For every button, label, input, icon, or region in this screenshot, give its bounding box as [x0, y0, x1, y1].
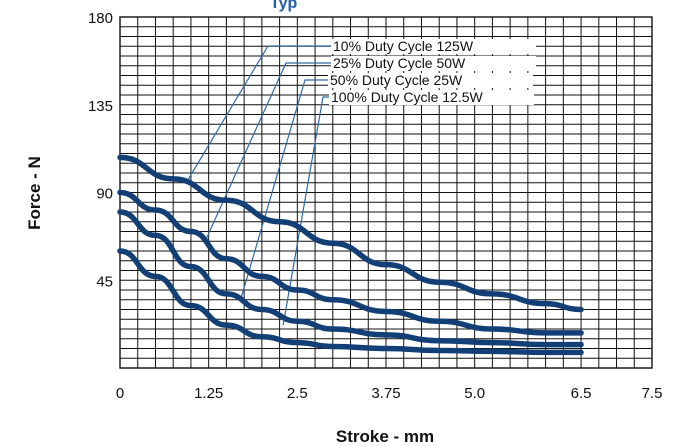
leader-line-1 — [186, 45, 333, 182]
x-tick-label: 3.75 — [371, 385, 400, 402]
legend-label: 10% Duty Cycle 125W — [333, 38, 474, 54]
legend-label: 25% Duty Cycle 50W — [333, 55, 466, 71]
tick-labels: 0 1.25 2.5 3.75 5.0 6.5 7.5 45 90 135 180 — [88, 10, 662, 402]
series-line-3 — [117, 209, 584, 348]
leader-line-4 — [282, 96, 331, 326]
x-tick-label: 7.5 — [642, 385, 663, 402]
x-axis-title: Stroke - mm — [336, 427, 434, 446]
series-lines — [117, 154, 584, 356]
y-tick-label: 90 — [96, 186, 113, 203]
series-line-1 — [117, 154, 584, 313]
y-axis-title: Force - N — [25, 156, 44, 230]
leader-line-3 — [240, 79, 330, 300]
y-tick-label: 45 — [96, 273, 113, 290]
legend-label-background — [331, 56, 536, 71]
x-tick-label: 2.5 — [287, 385, 308, 402]
x-tick-label: 5.0 — [464, 385, 485, 402]
series-line-2 — [117, 189, 584, 336]
x-tick-label: 1.25 — [194, 385, 223, 402]
legend-label: 50% Duty Cycle 25W — [330, 72, 463, 88]
legend-label-background — [331, 39, 536, 54]
y-tick-label: 135 — [88, 98, 113, 115]
leader-line-2 — [204, 62, 333, 242]
legend-label: 100% Duty Cycle 12.5W — [331, 89, 484, 105]
legend-label-background — [328, 73, 533, 88]
y-tick-label: 180 — [88, 10, 113, 27]
x-tick-label: 0 — [116, 385, 124, 402]
chart-title: Typ — [270, 0, 297, 12]
series-line-4 — [117, 248, 584, 356]
legend-label-background — [329, 90, 534, 105]
leader-lines — [186, 45, 333, 326]
x-tick-label: 6.5 — [571, 385, 592, 402]
